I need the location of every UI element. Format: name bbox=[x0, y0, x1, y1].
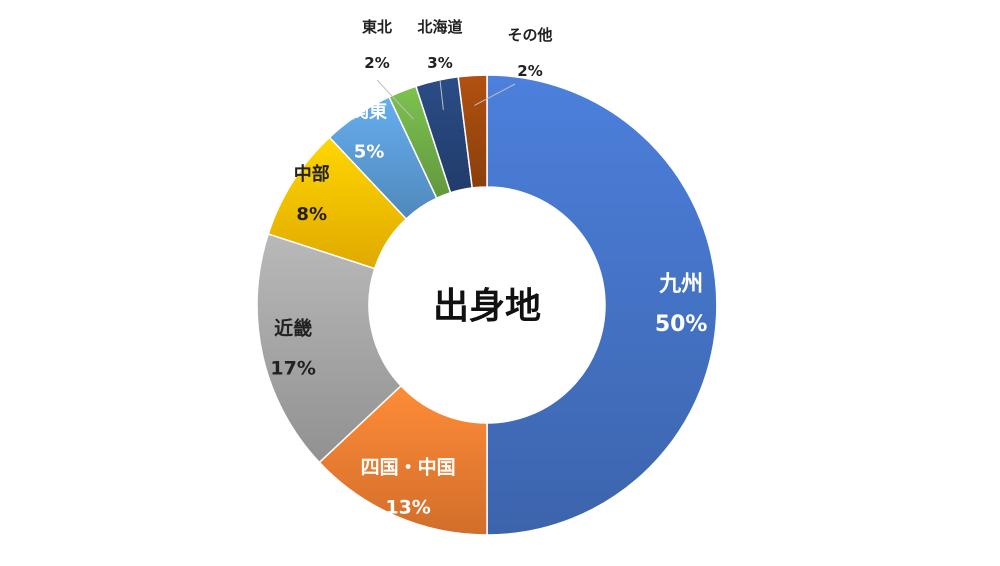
slice-category-label: 関東 bbox=[351, 100, 387, 122]
slice-0 bbox=[486, 74, 718, 536]
slices-group bbox=[256, 74, 718, 536]
slice-category-label: 九州 bbox=[658, 272, 703, 297]
slice-category-label: 四国・中国 bbox=[361, 455, 456, 478]
slice-value-label: 3% bbox=[427, 54, 452, 72]
slice-category-label: 北海道 bbox=[417, 18, 462, 36]
slice-category-label: 中部 bbox=[294, 163, 330, 185]
slice-value-label: 2% bbox=[364, 54, 389, 72]
slice-category-label: 東北 bbox=[362, 18, 392, 36]
slice-value-label: 2% bbox=[517, 62, 542, 80]
slice-category-label: 近畿 bbox=[274, 316, 312, 339]
slice-value-label: 13% bbox=[385, 496, 430, 518]
slice-value-label: 17% bbox=[270, 357, 315, 379]
slice-category-label: その他 bbox=[507, 26, 552, 44]
labels-group: 九州 50% 四国・中国 13% 近畿 17% 中部 8% 関東 5% 東北 2% 北海道 3% その他 2% bbox=[270, 18, 707, 518]
slice-2 bbox=[256, 232, 403, 464]
slice-7 bbox=[457, 74, 488, 189]
leader-line bbox=[439, 79, 444, 110]
slice-value-label: 5% bbox=[354, 141, 385, 162]
slice-value-label: 50% bbox=[655, 312, 708, 337]
chart-title: 出身地 bbox=[433, 286, 541, 327]
leader-line bbox=[474, 83, 516, 106]
slice-value-label: 8% bbox=[296, 204, 327, 225]
leader-line bbox=[376, 79, 414, 120]
leader-lines-group bbox=[376, 79, 516, 120]
